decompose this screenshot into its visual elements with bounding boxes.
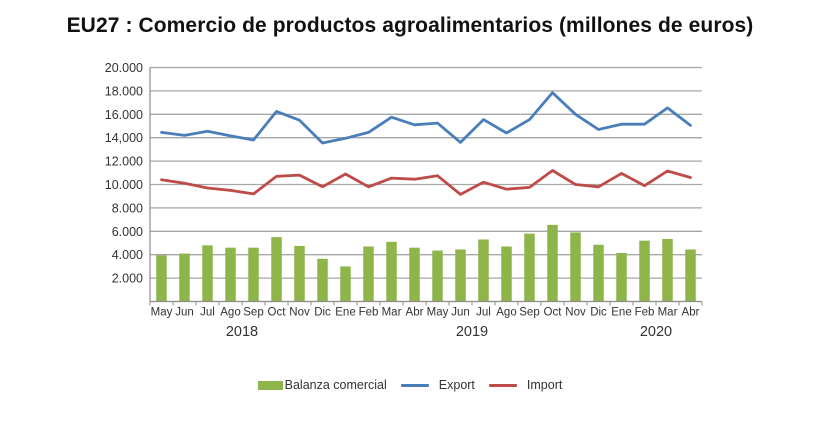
bar-balanza: [570, 232, 581, 302]
chart-title: EU27 : Comercio de productos agroaliment…: [66, 14, 754, 37]
axes: [149, 67, 703, 306]
y-tick-label: 8.000: [112, 201, 143, 215]
line-export: [160, 91, 692, 145]
y-tick-label: 10.000: [105, 178, 143, 192]
y-tick-label: 16.000: [105, 108, 143, 122]
x-tick-label: Nov: [565, 307, 586, 319]
bar-balanza: [202, 245, 213, 302]
x-tick-label: Ago: [220, 307, 240, 319]
y-tick-label: 2.000: [112, 272, 143, 286]
bar-balanza: [271, 237, 282, 302]
x-tick-label: Abr: [682, 307, 700, 319]
x-tick-label: Jun: [175, 307, 194, 319]
bar-balanza: [409, 247, 420, 302]
y-tick-label: 12.000: [105, 155, 143, 169]
bar-balanza: [432, 250, 443, 302]
bar-balanza: [340, 266, 351, 302]
x-tick-label: Mar: [382, 307, 402, 319]
x-tick-label: Sep: [243, 307, 263, 319]
legend-item-export[interactable]: Export: [400, 378, 475, 392]
legend-item-import[interactable]: Import: [488, 378, 563, 392]
legend-item-balanza[interactable]: Balanza comercial: [257, 378, 387, 392]
bar-balanza: [662, 238, 673, 302]
year-label: 2019: [456, 324, 488, 340]
x-tick-label: Dic: [590, 307, 607, 319]
x-tick-label: Jun: [451, 307, 470, 319]
year-label: 2018: [226, 324, 258, 340]
year-label: 2020: [640, 324, 672, 340]
gridlines: [150, 66, 702, 279]
x-tick-label: Abr: [406, 307, 424, 319]
x-tick-label: Mar: [658, 307, 678, 319]
line-import: [160, 169, 692, 196]
x-tick-labels: May Jun Jul Ago Sep Oct Nov Dic Ene Feb Mar Abr May J…: [151, 307, 700, 319]
x-tick-label: Oct: [544, 307, 563, 319]
bar-balanza: [547, 224, 558, 302]
x-tick-label: Ene: [335, 307, 355, 319]
bar-balanza: [179, 253, 190, 302]
y-tick-label: 4.000: [112, 248, 143, 262]
bar-balanza: [156, 255, 167, 302]
bar-balanza: [294, 245, 305, 302]
y-tick-label: 18.000: [105, 84, 143, 98]
x-tick-label: Ene: [611, 307, 631, 319]
legend-swatch-balanza: [257, 380, 283, 390]
legend-label-import: Import: [526, 378, 563, 392]
lines: [160, 91, 692, 196]
legend: Balanza comercial Export Import: [0, 378, 820, 392]
x-tick-label: May: [151, 307, 173, 319]
x-tick-label: Feb: [635, 307, 655, 319]
bar-balanza: [455, 249, 466, 302]
bar-balanza: [317, 258, 328, 302]
x-tick-label: Jul: [200, 307, 215, 319]
x-tick-label: Nov: [289, 307, 310, 319]
bar-balanza: [639, 240, 650, 302]
bar-balanza: [248, 247, 259, 302]
x-tick-label: Ago: [496, 307, 516, 319]
y-tick-labels: 2.000 4.000 6.000 8.000 10.000 12.000 14,000 16…: [105, 61, 143, 286]
x-tick-label: Oct: [268, 307, 287, 319]
y-tick-label: 14,000: [105, 131, 143, 145]
bar-balanza: [501, 246, 512, 302]
bars-balanza: [156, 224, 696, 302]
x-tick-label: Dic: [314, 307, 331, 319]
bar-balanza: [386, 241, 397, 302]
x-tick-label: Feb: [359, 307, 379, 319]
legend-swatch-import: [488, 383, 517, 387]
bar-balanza: [524, 233, 535, 302]
y-tick-label: 20.000: [105, 61, 143, 75]
bar-balanza: [616, 252, 627, 302]
legend-label-balanza: Balanza comercial: [284, 378, 387, 392]
bar-balanza: [225, 247, 236, 302]
bar-balanza: [685, 249, 696, 302]
x-tick-label: May: [427, 307, 449, 319]
legend-label-export: Export: [438, 378, 475, 392]
y-tick-label: 6.000: [112, 225, 143, 239]
x-tick-label: Jul: [476, 307, 491, 319]
bar-balanza: [478, 239, 489, 302]
legend-swatch-export: [400, 383, 429, 387]
year-labels: 2018 2019 2020: [226, 324, 672, 340]
bar-balanza: [363, 246, 374, 302]
x-tick-label: Sep: [519, 307, 539, 319]
bar-balanza: [593, 244, 604, 302]
